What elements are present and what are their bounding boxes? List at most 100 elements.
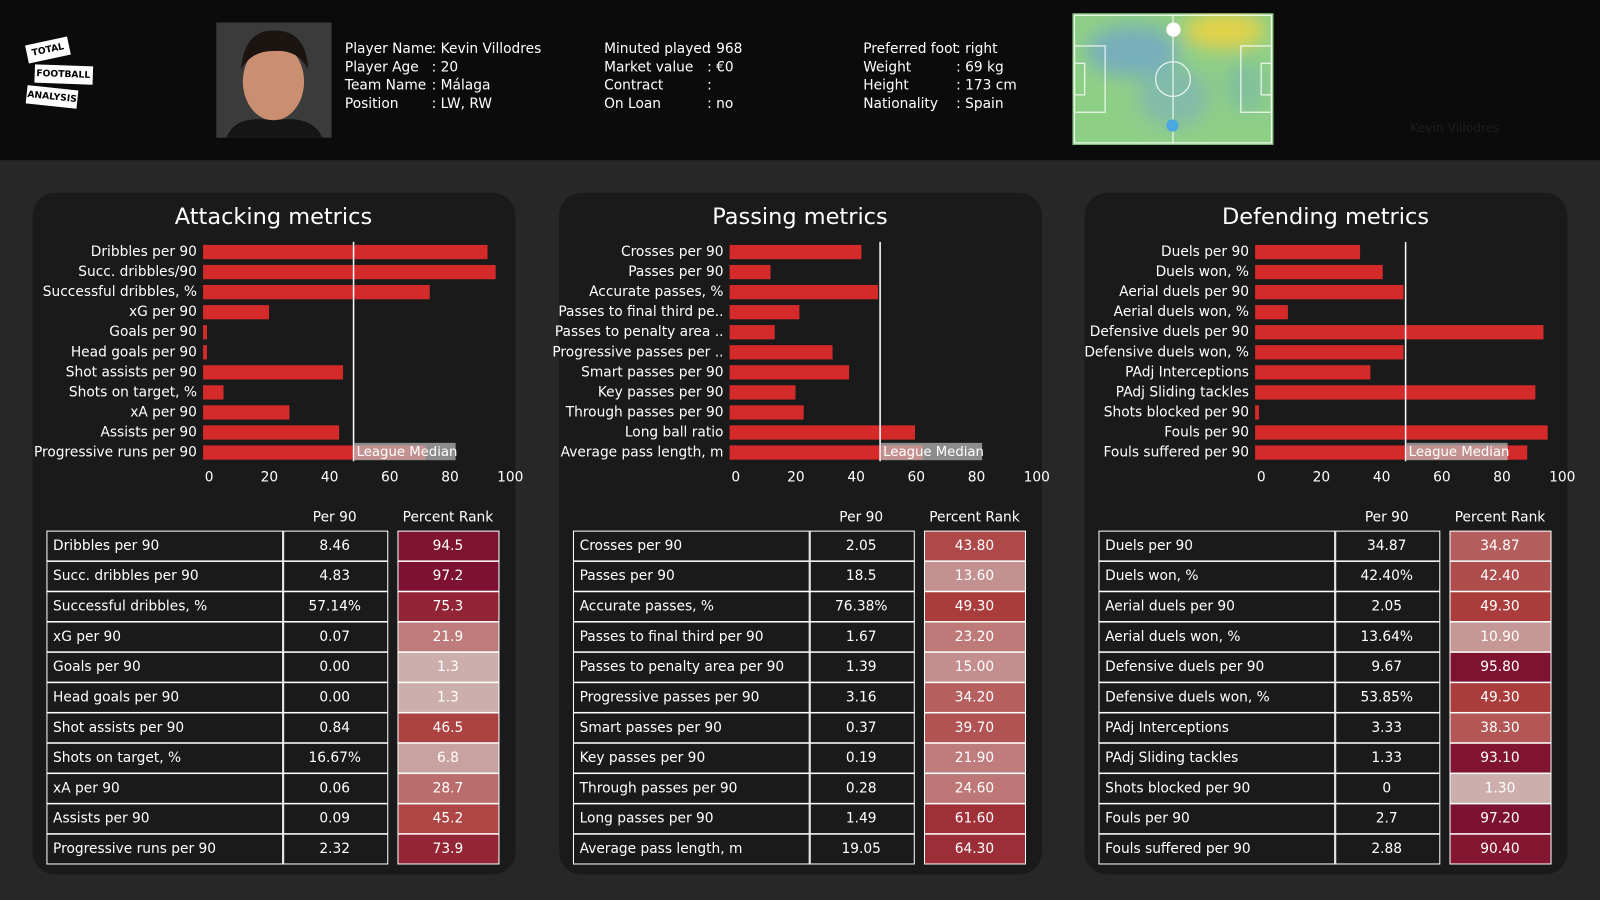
x-tick-label: 20 [787, 470, 805, 486]
metric-name: Average pass length, m [580, 841, 743, 857]
chart-title: Passing metrics [712, 204, 887, 230]
x-tick-label: 100 [1549, 470, 1575, 486]
percent-rank: 42.40 [1480, 568, 1519, 584]
rank-cell [1449, 682, 1552, 713]
info-value: : right [956, 41, 998, 57]
info-value: : Kevin Villodres [432, 41, 542, 57]
category-label: Fouls per 90 [1164, 425, 1249, 441]
rank-cell [397, 530, 500, 562]
rank-cell [1449, 651, 1552, 683]
cell [572, 651, 810, 683]
metric-name: Crosses per 90 [580, 538, 683, 554]
percent-rank: 1.3 [437, 659, 459, 675]
category-label: Accurate passes, % [589, 284, 723, 300]
metric-name: Dribbles per 90 [53, 538, 159, 554]
category-label: Passes to penalty area .. [555, 324, 724, 340]
info-label: Nationality [863, 96, 938, 112]
metric-name: Through passes per 90 [579, 780, 738, 796]
per90-value: 2.88 [1371, 841, 1402, 857]
cell [572, 833, 810, 865]
category-label: Succ. dribbles/90 [78, 264, 197, 280]
metric-name: Successful dribbles, % [53, 599, 207, 615]
category-label: Passes per 90 [628, 264, 723, 280]
median-label-bg [881, 442, 983, 461]
per90-value: 16.67% [308, 750, 361, 766]
x-tick-label: 20 [261, 470, 279, 486]
per90-value: 1.33 [1371, 750, 1402, 766]
per90-value: 0.00 [319, 659, 350, 675]
rank-cell [923, 682, 1027, 713]
metric-name: Progressive passes per 90 [580, 689, 760, 705]
info-value: : 69 kg [956, 59, 1004, 75]
category-label: Duels won, % [1156, 264, 1249, 280]
bar [729, 345, 833, 360]
metric-panel: Defending metrics Duels per 90 Duels won, … [1084, 192, 1575, 875]
rank-cell [397, 591, 500, 623]
rank-cell [397, 803, 500, 835]
bar [203, 345, 207, 360]
per90-value: 2.05 [1371, 599, 1402, 615]
x-tick-label: 100 [1024, 470, 1050, 486]
per90-value: 9.67 [1371, 659, 1402, 675]
per90-value: 53.85% [1360, 689, 1412, 705]
per90-value: 0.37 [846, 720, 877, 736]
x-tick-label: 20 [1313, 470, 1331, 486]
percent-rank: 34.20 [955, 689, 994, 705]
info-label: Height [863, 78, 909, 94]
percent-rank: 21.90 [955, 750, 994, 766]
bar [1255, 405, 1260, 420]
x-tick-label: 80 [1493, 470, 1511, 486]
x-tick-label: 0 [731, 470, 740, 486]
percent-rank: 13.60 [955, 568, 994, 584]
bar [203, 365, 344, 380]
percent-rank: 49.30 [1480, 599, 1519, 615]
info-label: Weight [863, 59, 912, 75]
metric-name: Long passes per 90 [580, 811, 714, 827]
category-label: Crosses per 90 [621, 244, 724, 260]
info-label: Contract [604, 78, 664, 94]
metric-name: Key passes per 90 [580, 750, 706, 766]
panel-bg [559, 192, 1042, 875]
bar [203, 285, 430, 300]
per90-value: 1.67 [846, 629, 877, 645]
percent-rank: 75.3 [433, 599, 464, 615]
bar [203, 325, 207, 340]
info-label: Preferred foot [863, 41, 958, 57]
info-label: Player Age [345, 59, 419, 75]
info-label: On Loan [604, 96, 661, 112]
per90-value: 3.16 [846, 689, 877, 705]
bar [203, 244, 488, 260]
metric-name: xA per 90 [53, 780, 120, 796]
metric-name: Accurate passes, % [580, 599, 714, 615]
per90-value: 57.14% [308, 599, 361, 615]
per90-value: 19.05 [842, 841, 881, 857]
metric-name: Duels per 90 [1105, 538, 1193, 554]
cell [809, 651, 915, 683]
bar [1255, 425, 1548, 440]
category-label: xA per 90 [130, 404, 197, 420]
metric-panel: Passing metrics Crosses per 90 Passes per … [552, 192, 1050, 875]
column-header: Per 90 [839, 509, 883, 525]
category-label: Long ball ratio [625, 425, 724, 441]
bar [1255, 325, 1544, 340]
info-label: Player Name [345, 41, 433, 57]
bar [729, 244, 862, 260]
hair [240, 30, 309, 70]
percent-rank: 94.5 [433, 538, 464, 554]
percent-rank: 39.70 [955, 720, 994, 736]
per90-value: 34.87 [1367, 538, 1406, 554]
metric-name: Assists per 90 [53, 811, 149, 827]
per90-value: 0.06 [319, 780, 350, 796]
per90-value: 3.33 [1371, 720, 1402, 736]
panel-bg [1084, 192, 1568, 875]
cell [809, 833, 915, 865]
logo-text: ANALYSIS [27, 89, 77, 105]
rank-cell [1449, 833, 1552, 865]
bar [1255, 305, 1288, 320]
bar [729, 305, 800, 320]
metric-panel: Attacking metrics Dribbles per 90 Succ. dr… [32, 192, 523, 875]
cell [1335, 833, 1441, 865]
cell [283, 651, 389, 683]
percent-rank: 1.3 [437, 689, 459, 705]
